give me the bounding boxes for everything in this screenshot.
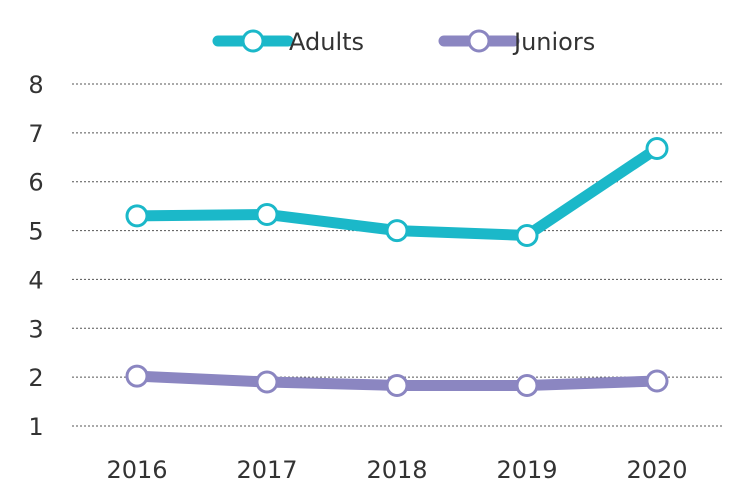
y-tick-label: 7: [28, 120, 43, 148]
series-juniors: [125, 364, 669, 397]
x-tick-label: 2017: [236, 456, 297, 484]
data-point-juniors-2020: [645, 369, 669, 393]
x-axis-ticks: 2016 2017 2018 2019 2020: [106, 456, 687, 484]
y-tick-label: 6: [28, 169, 43, 197]
legend-label: Adults: [289, 28, 364, 56]
x-tick-label: 2020: [626, 456, 687, 484]
data-point-juniors-2019: [515, 373, 539, 397]
data-point-adults-2019: [515, 223, 539, 247]
x-tick-label: 2016: [106, 456, 167, 484]
data-point-adults-2016: [125, 204, 149, 228]
legend-item-juniors: Juniors: [438, 28, 595, 56]
data-point-adults-2020: [645, 136, 669, 160]
data-point-adults-2017: [255, 202, 279, 226]
data-point-juniors-2017: [255, 370, 279, 394]
y-tick-label: 1: [28, 413, 43, 441]
data-point-juniors-2016: [125, 364, 149, 388]
legend: Adults Juniors: [212, 28, 595, 56]
y-tick-label: 4: [28, 266, 43, 294]
y-axis-ticks: 1 2 3 4 5 6 7 8: [28, 71, 43, 441]
y-tick-label: 3: [28, 315, 43, 343]
data-point-juniors-2018: [385, 373, 409, 397]
y-tick-label: 5: [28, 218, 43, 246]
series-adults: [125, 136, 669, 247]
y-tick-label: 2: [28, 364, 43, 392]
series-layer: [125, 136, 669, 397]
legend-swatch-marker: [241, 29, 265, 53]
x-tick-label: 2018: [366, 456, 427, 484]
y-tick-label: 8: [28, 71, 43, 99]
data-point-adults-2018: [385, 219, 409, 243]
legend-swatch-marker: [467, 29, 491, 53]
x-tick-label: 2019: [496, 456, 557, 484]
legend-item-adults: Adults: [212, 28, 364, 56]
legend-label: Juniors: [512, 28, 595, 56]
